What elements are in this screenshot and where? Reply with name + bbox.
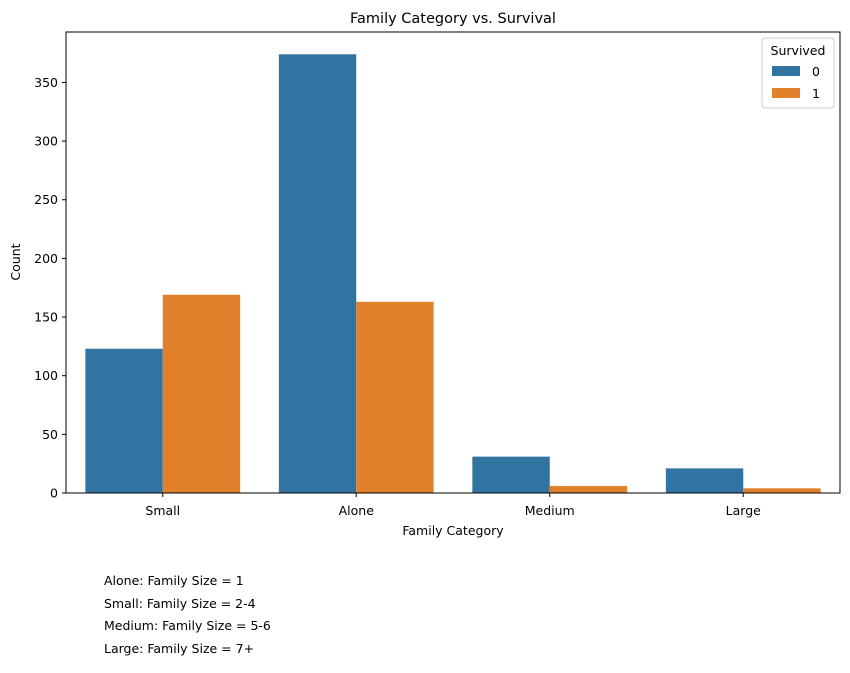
x-tick-label: Small xyxy=(145,503,180,518)
note-alone: Alone: Family Size = 1 xyxy=(104,573,244,588)
y-tick-label: 50 xyxy=(42,427,58,442)
y-tick-label: 100 xyxy=(34,368,58,383)
bar-small-1 xyxy=(162,294,241,493)
axes-frame xyxy=(65,31,841,494)
bar-alone-0 xyxy=(278,54,357,493)
y-tick-label: 350 xyxy=(34,75,58,90)
bar-alone-1 xyxy=(356,301,434,493)
legend-label-1: 1 xyxy=(812,86,820,101)
bar-large-1 xyxy=(743,488,821,493)
x-axis-label: Family Category xyxy=(402,523,504,538)
family-size-notes: Alone: Family Size = 1 Small: Family Siz… xyxy=(104,572,271,662)
bar-medium-1 xyxy=(549,485,628,493)
x-tick-label: Alone xyxy=(339,503,375,518)
legend-swatch-1 xyxy=(772,88,800,98)
note-small: Small: Family Size = 2-4 xyxy=(104,595,256,611)
plot-area: Small Alone Medium Large 0 50 100 150 200 250 300 3… xyxy=(34,54,821,518)
note-large: Large: Family Size = 7+ xyxy=(104,640,255,656)
bar-medium-0 xyxy=(472,456,550,493)
legend-title: Survived xyxy=(771,43,826,58)
y-tick-label: 0 xyxy=(50,486,58,501)
legend-label-0: 0 xyxy=(812,64,820,79)
legend: Survived 0 1 xyxy=(761,37,835,109)
x-tick-label: Large xyxy=(726,503,761,518)
y-tick-label: 200 xyxy=(34,251,58,266)
legend-swatch-0 xyxy=(772,66,800,76)
y-tick-label: 300 xyxy=(34,134,58,149)
bar-small-0 xyxy=(85,348,163,493)
x-tick-label: Medium xyxy=(525,503,575,518)
chart-title: Family Category vs. Survival xyxy=(350,11,556,27)
y-tick-label: 250 xyxy=(34,192,58,207)
bar-large-0 xyxy=(665,468,744,493)
y-axis-label: Count xyxy=(8,243,23,280)
y-tick-label: 150 xyxy=(34,310,58,325)
note-medium: Medium: Family Size = 5-6 xyxy=(104,618,271,633)
